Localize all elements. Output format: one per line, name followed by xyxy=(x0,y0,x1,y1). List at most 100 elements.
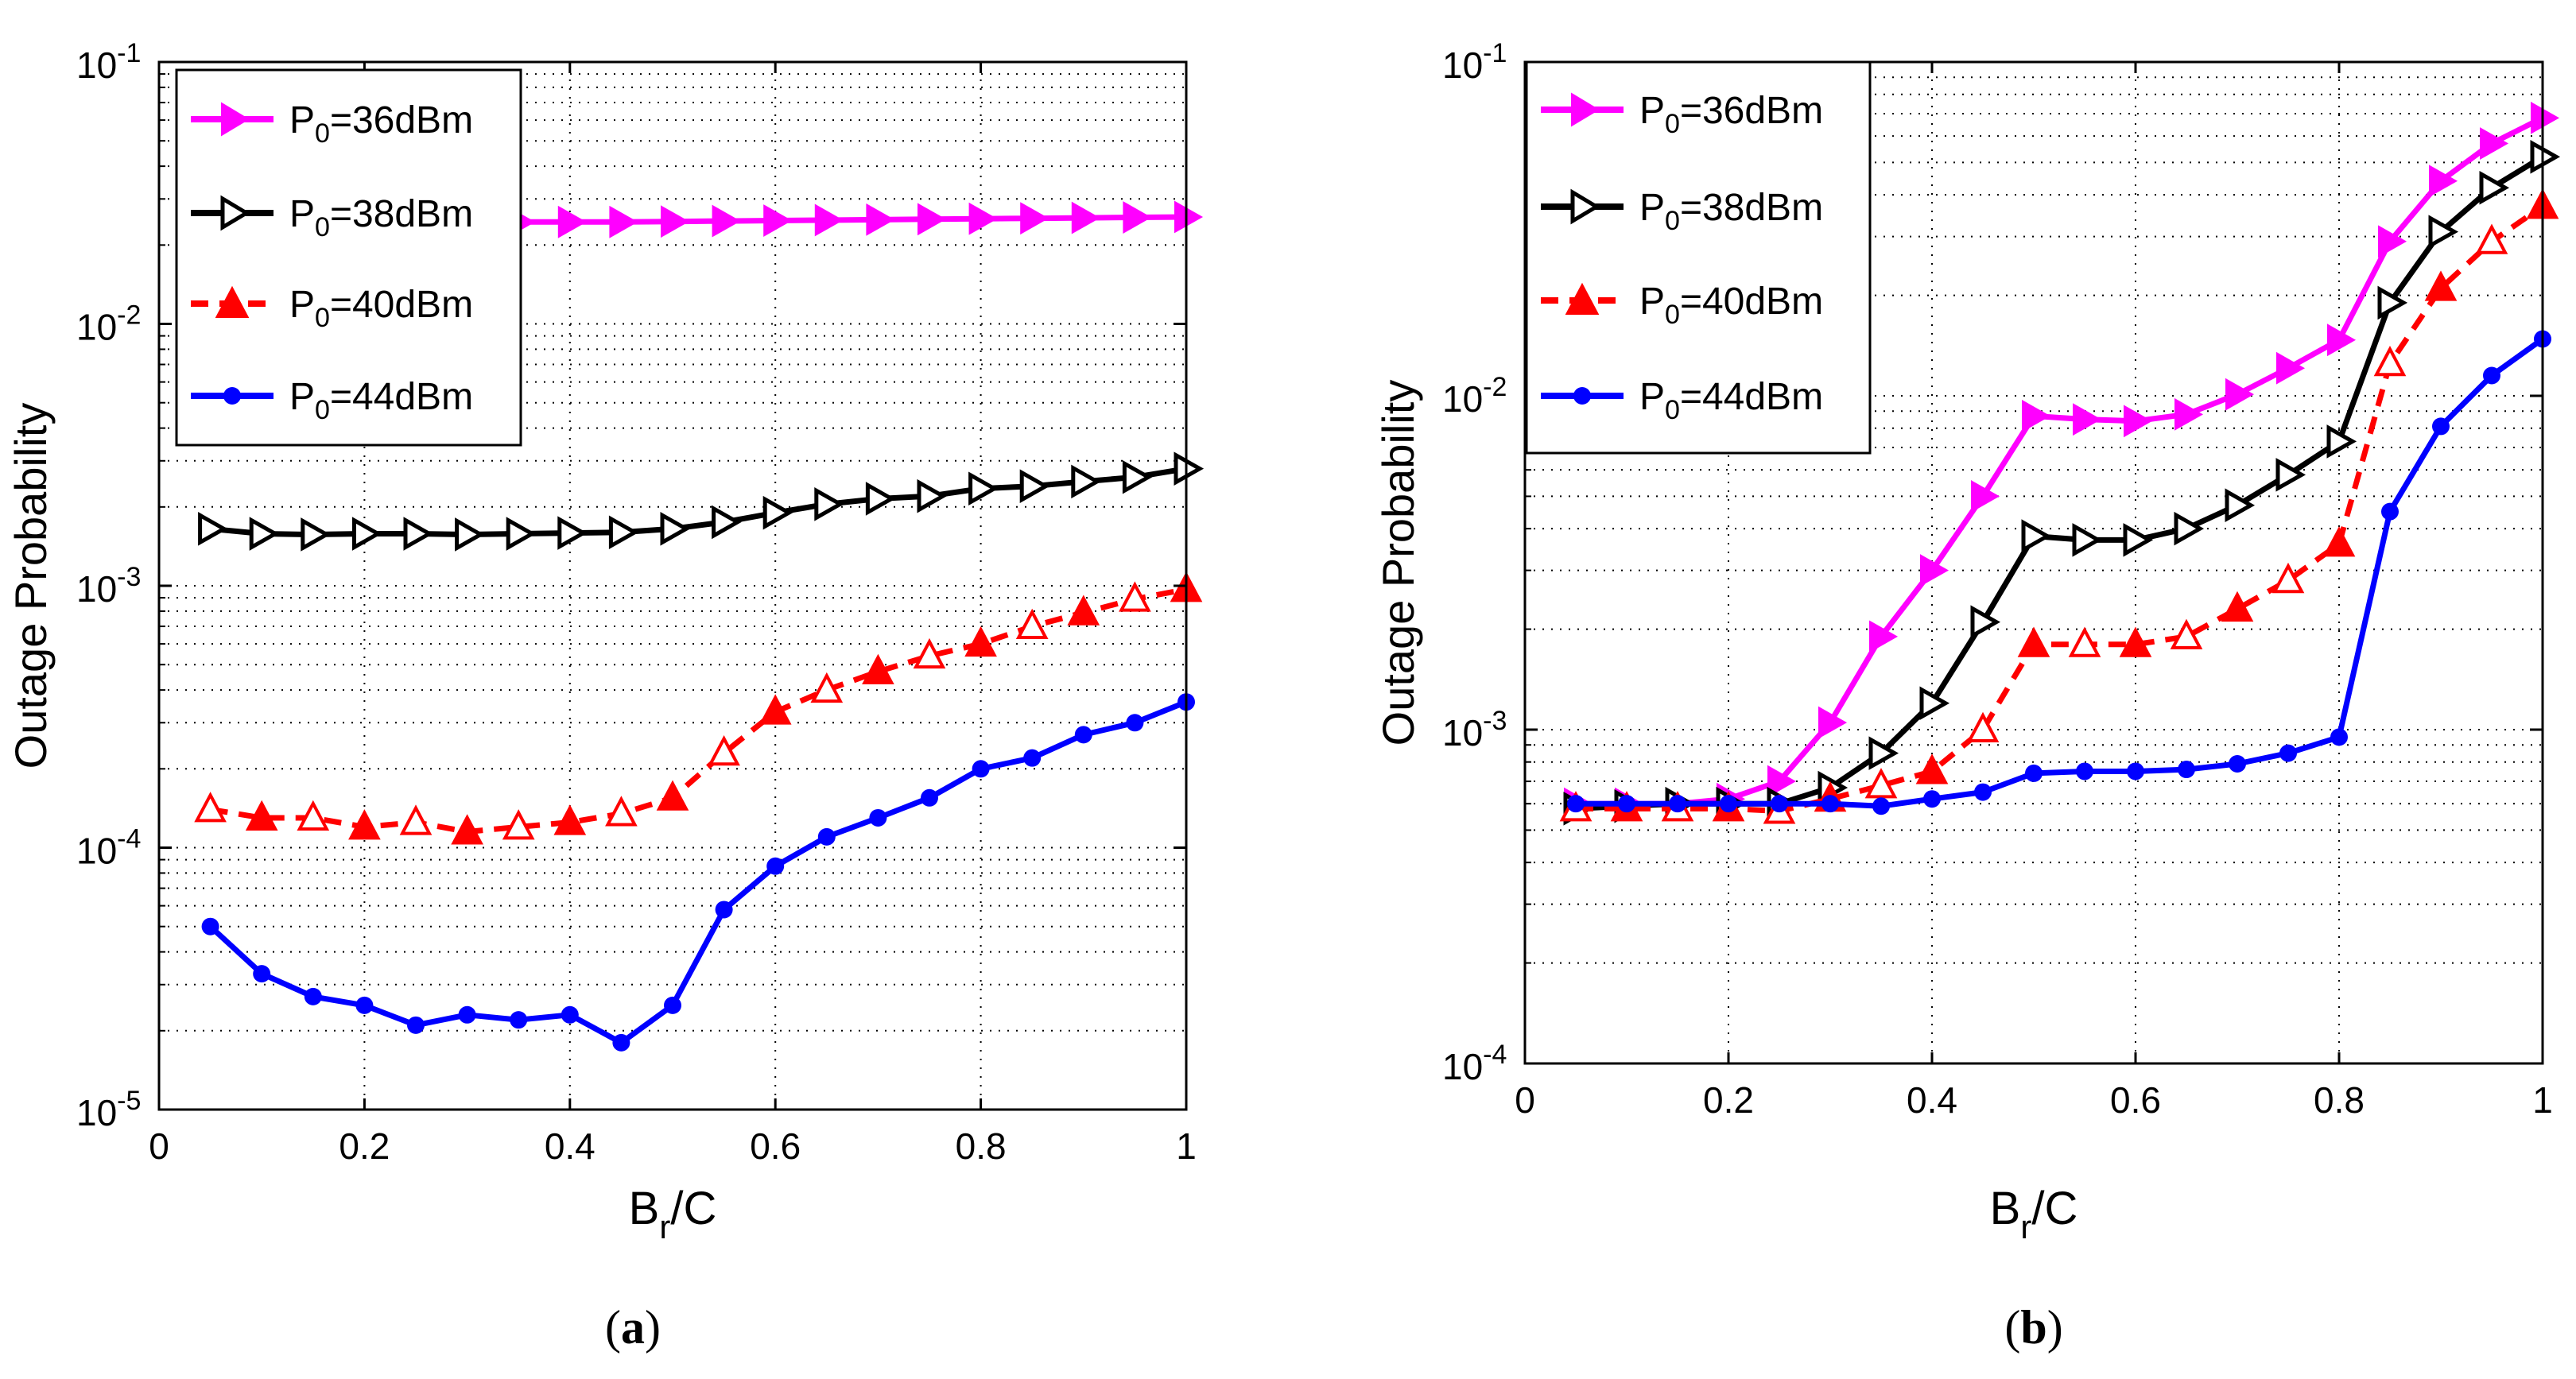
x-tick-label: 0.2 xyxy=(339,1125,390,1167)
data-point-p036dbm xyxy=(1020,202,1049,235)
data-point-p040dbm xyxy=(245,800,278,831)
data-point-p038dbm xyxy=(198,512,228,546)
legend-entry-a-38: P0=38dBm xyxy=(191,193,473,242)
data-point-p036dbm xyxy=(557,205,587,238)
data-point-p038dbm xyxy=(1122,459,1153,494)
legend-marker-a-38 xyxy=(220,195,250,231)
legend-label-b-38-sub: 0 xyxy=(1665,206,1680,236)
caption-a: (a) xyxy=(605,1301,661,1354)
data-point-p038dbm xyxy=(814,486,844,521)
legend-marker-a-36 xyxy=(221,102,250,137)
x-axis-label-a-sub: r xyxy=(659,1208,670,1245)
x-tick-label: 0.4 xyxy=(1907,1079,1957,1121)
legend-label-b-38-tail: =38dBm xyxy=(1680,187,1823,229)
y-tick-label-exp: -3 xyxy=(1483,706,1507,736)
data-point-p038dbm xyxy=(403,517,434,551)
data-point-p036dbm xyxy=(2429,165,2458,198)
y-tick-label-base: 10 xyxy=(76,307,117,348)
data-point-p044dbm xyxy=(715,901,733,919)
data-point-p040dbm xyxy=(1915,753,1949,784)
x-tick-label: 0.6 xyxy=(750,1125,801,1167)
x-tick-label: 0.4 xyxy=(545,1125,596,1167)
y-tick-label: 10-4 xyxy=(76,824,141,872)
data-point-p044dbm xyxy=(1669,795,1686,813)
legend-label-a-36-tail: =36dBm xyxy=(330,99,473,141)
data-point-p044dbm xyxy=(2178,761,2195,779)
data-point-p040dbm xyxy=(2017,626,2050,657)
y-tick-label: 10-5 xyxy=(76,1086,141,1133)
data-point-p044dbm xyxy=(612,1033,630,1052)
panel-a: 0 0.2 0.4 0.6 0.8 1 10-510-410-310-210-1 P0=3… xyxy=(6,38,1205,1354)
data-point-p044dbm xyxy=(2076,762,2093,781)
data-point-p044dbm xyxy=(2025,764,2043,782)
data-point-p044dbm xyxy=(869,808,887,827)
data-point-p038dbm xyxy=(2174,511,2205,546)
data-point-p040dbm xyxy=(708,735,740,766)
y-tick-label-base: 10 xyxy=(76,568,117,610)
data-point-p038dbm xyxy=(506,517,537,551)
data-point-p040dbm xyxy=(2424,270,2458,301)
legend-label-b-38-main: P xyxy=(1639,187,1665,229)
data-point-p040dbm xyxy=(502,809,535,840)
legend-label-b-36-tail: =36dBm xyxy=(1680,90,1823,132)
legend-label-b-44-sub: 0 xyxy=(1665,395,1680,425)
legend-label-a-38-sub: 0 xyxy=(315,212,330,242)
x-ticks-a: 0 0.2 0.4 0.6 0.8 1 xyxy=(149,62,1197,1167)
data-point-p036dbm xyxy=(1971,480,2000,513)
data-point-p036dbm xyxy=(609,205,638,238)
axes-frame-b xyxy=(1523,60,2544,1065)
data-point-p036dbm xyxy=(2480,127,2509,160)
data-point-p044dbm xyxy=(1923,790,1941,808)
data-point-p044dbm xyxy=(1771,795,1788,813)
caption-a-close: ) xyxy=(645,1301,661,1354)
caption-a-letter: a xyxy=(621,1301,645,1354)
y-tick-label-exp: -4 xyxy=(1483,1040,1507,1070)
y-tick-label: 10-4 xyxy=(1442,1040,1507,1087)
data-point-p038dbm xyxy=(2428,215,2459,249)
data-point-p044dbm xyxy=(407,1016,425,1034)
legend-b: P0=36dBm P0=38dBm P0=40dBm P0=44dBm xyxy=(1525,60,1872,455)
data-point-p040dbm xyxy=(862,653,894,685)
y-tick-label: 10-2 xyxy=(76,300,141,348)
data-point-p036dbm xyxy=(1920,554,1949,587)
data-point-p036dbm xyxy=(712,204,741,238)
legend-box-a xyxy=(175,68,522,447)
y-ticks-a: 10-510-410-310-210-1 xyxy=(76,38,1186,1133)
x-ticks-b: 0 0.2 0.4 0.6 0.8 1 xyxy=(1515,62,2553,1121)
legend-label-a-36-main: P xyxy=(289,99,315,141)
legend-label-a-38: P0=38dBm xyxy=(289,193,473,242)
legend-marker-b-36 xyxy=(1571,92,1600,127)
legend-label-b-44: P0=44dBm xyxy=(1639,376,1823,425)
y-tick-label-exp: -5 xyxy=(117,1086,141,1116)
data-point-p036dbm xyxy=(814,203,844,237)
legend-label-a-44: P0=44dBm xyxy=(289,376,473,425)
legend-entry-b-38: P0=38dBm xyxy=(1541,187,1823,236)
x-tick-label: 0 xyxy=(149,1125,169,1167)
legend-label-b-38: P0=38dBm xyxy=(1639,187,1823,236)
data-point-p040dbm xyxy=(1119,581,1151,612)
panel-b: 0 0.2 0.4 0.6 0.8 1 10-410-310-210-1 P0=36dBm… xyxy=(1373,38,2561,1354)
legend-label-b-40-sub: 0 xyxy=(1665,300,1680,330)
data-point-p040dbm xyxy=(1067,595,1100,626)
x-tick-label: 0.2 xyxy=(1703,1079,1754,1121)
data-point-p038dbm xyxy=(660,512,691,546)
data-point-p044dbm xyxy=(972,760,990,778)
legend-label-a-40-tail: =40dBm xyxy=(330,284,473,326)
data-point-p038dbm xyxy=(455,517,485,552)
legend-entry-b-36: P0=36dBm xyxy=(1541,90,1823,139)
data-point-p040dbm xyxy=(2068,626,2101,657)
data-point-p036dbm xyxy=(2022,399,2051,432)
data-point-p038dbm xyxy=(762,495,793,530)
series-line-p044dbm xyxy=(208,699,1188,1046)
legend-a: P 0 =36dBm P0=38dBm P0=40dBm P0=44dBm xyxy=(175,68,522,447)
data-point-p044dbm xyxy=(1821,795,1839,813)
legend-label-a-40: P0=40dBm xyxy=(289,284,473,333)
data-point-p044dbm xyxy=(817,827,836,846)
y-tick-label: 10-1 xyxy=(1442,38,1507,86)
data-point-p040dbm xyxy=(758,694,792,725)
legend-entry-a-44: P0=44dBm xyxy=(191,376,473,425)
data-point-p040dbm xyxy=(2170,618,2203,649)
data-point-p040dbm xyxy=(2271,562,2305,594)
data-point-p038dbm xyxy=(1970,605,2001,639)
